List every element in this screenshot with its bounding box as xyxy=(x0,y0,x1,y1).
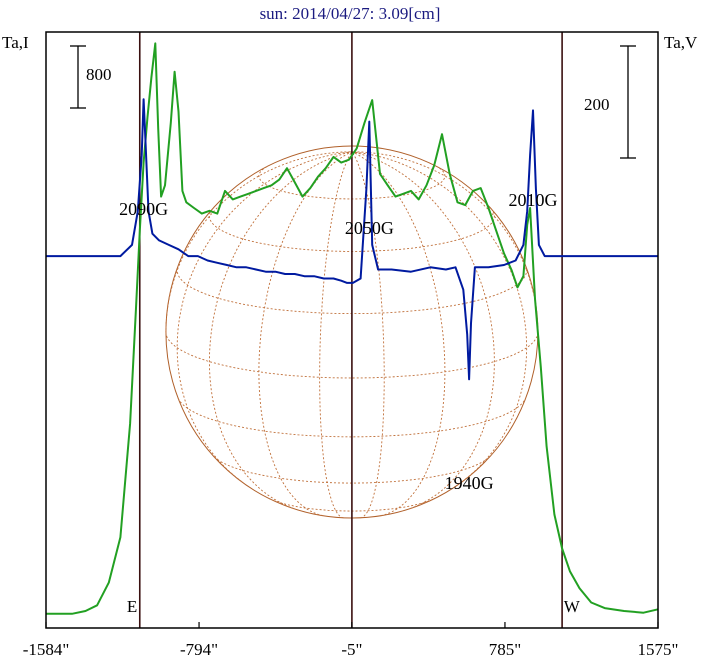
annotations: 2090G 2050G 2010G 1940G E W xyxy=(119,190,581,616)
limb-label: E xyxy=(127,597,137,616)
guide-lines xyxy=(138,32,563,628)
latitude-line xyxy=(177,397,527,438)
peak-annotation: 2010G xyxy=(509,190,558,210)
longitude-line xyxy=(351,151,385,519)
longitude-line xyxy=(319,151,353,519)
right-axis-label: Ta,V xyxy=(664,33,698,52)
x-tick-label: 1575" xyxy=(638,640,679,659)
longitude-line xyxy=(351,151,539,333)
longitude-line xyxy=(176,151,352,483)
x-tick-label: 785" xyxy=(489,640,521,659)
peak-annotation: 1940G xyxy=(445,473,494,493)
longitude-line xyxy=(351,151,528,483)
x-axis: -1584" -794" -5" 785" 1575" xyxy=(23,622,679,659)
peak-annotation: 2090G xyxy=(119,199,168,219)
peak-annotation: 2050G xyxy=(345,218,394,238)
series-line xyxy=(46,42,659,615)
scale-bar-label: 800 xyxy=(86,65,112,84)
series-lines xyxy=(46,42,659,615)
longitude-line xyxy=(165,151,352,333)
longitude-line xyxy=(208,151,353,510)
x-tick-label: -5" xyxy=(341,640,362,659)
series-line xyxy=(46,98,658,381)
longitude-line xyxy=(351,151,446,517)
longitude-line xyxy=(258,151,353,517)
longitude-line xyxy=(351,151,495,510)
x-tick-label: -1584" xyxy=(23,640,70,659)
x-tick-label: -794" xyxy=(180,640,218,659)
scale-bar-label: 200 xyxy=(584,95,610,114)
limb-label: W xyxy=(564,597,581,616)
chart-title: sun: 2014/04/27: 3.09[cm] xyxy=(260,4,441,23)
scale-bars: 800 200 xyxy=(70,45,636,159)
left-axis-label: Ta,I xyxy=(2,33,29,52)
